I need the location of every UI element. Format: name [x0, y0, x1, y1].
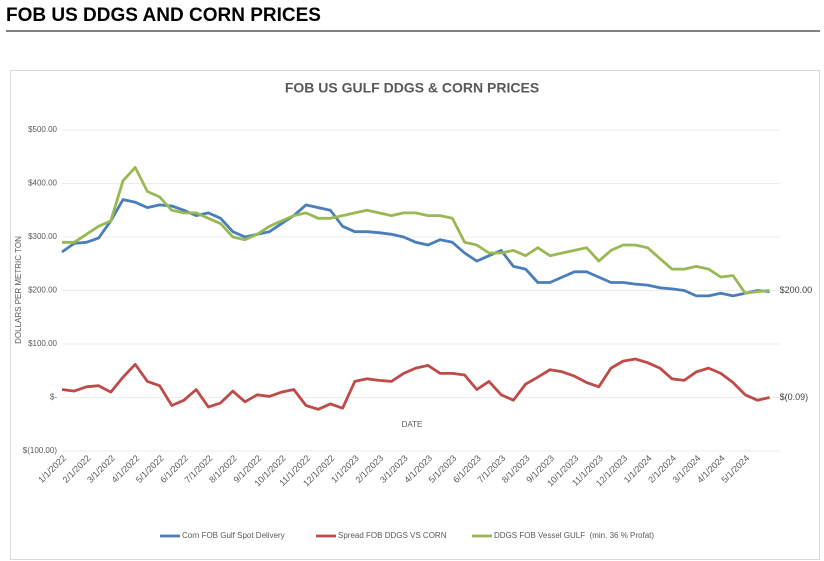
y-tick-label: $500.00 — [28, 125, 57, 134]
page-title: FOB US DDGS AND CORN PRICES — [6, 5, 321, 26]
series-line — [61, 357, 770, 411]
y-tick-label: $300.00 — [28, 232, 57, 241]
y-tick-label: $- — [50, 393, 57, 402]
x-axis-label: DATE — [402, 420, 423, 429]
series-line — [62, 166, 770, 295]
legend-label: DDGS FOB Vessel GULF (min. 36 % Profat) — [494, 531, 654, 540]
chart-frame — [10, 70, 820, 560]
y-tick-label: $200.00 — [28, 286, 57, 295]
series-line — [61, 198, 770, 298]
y-tick-label: $400.00 — [28, 179, 57, 188]
legend-label: Spread FOB DDGS VS CORN — [338, 531, 447, 540]
end-label: $200.00 — [780, 285, 813, 295]
chart-title: FOB US GULF DDGS & CORN PRICES — [285, 80, 539, 96]
legend-label: Corn FOB Gulf Spot Delivery — [182, 531, 285, 540]
y-tick-label: $100.00 — [28, 339, 57, 348]
end-label: $(0.09) — [780, 392, 809, 402]
y-axis-label: DOLLARS PER METRIC TON — [14, 236, 23, 344]
y-tick-label: $(100.00) — [23, 446, 58, 455]
